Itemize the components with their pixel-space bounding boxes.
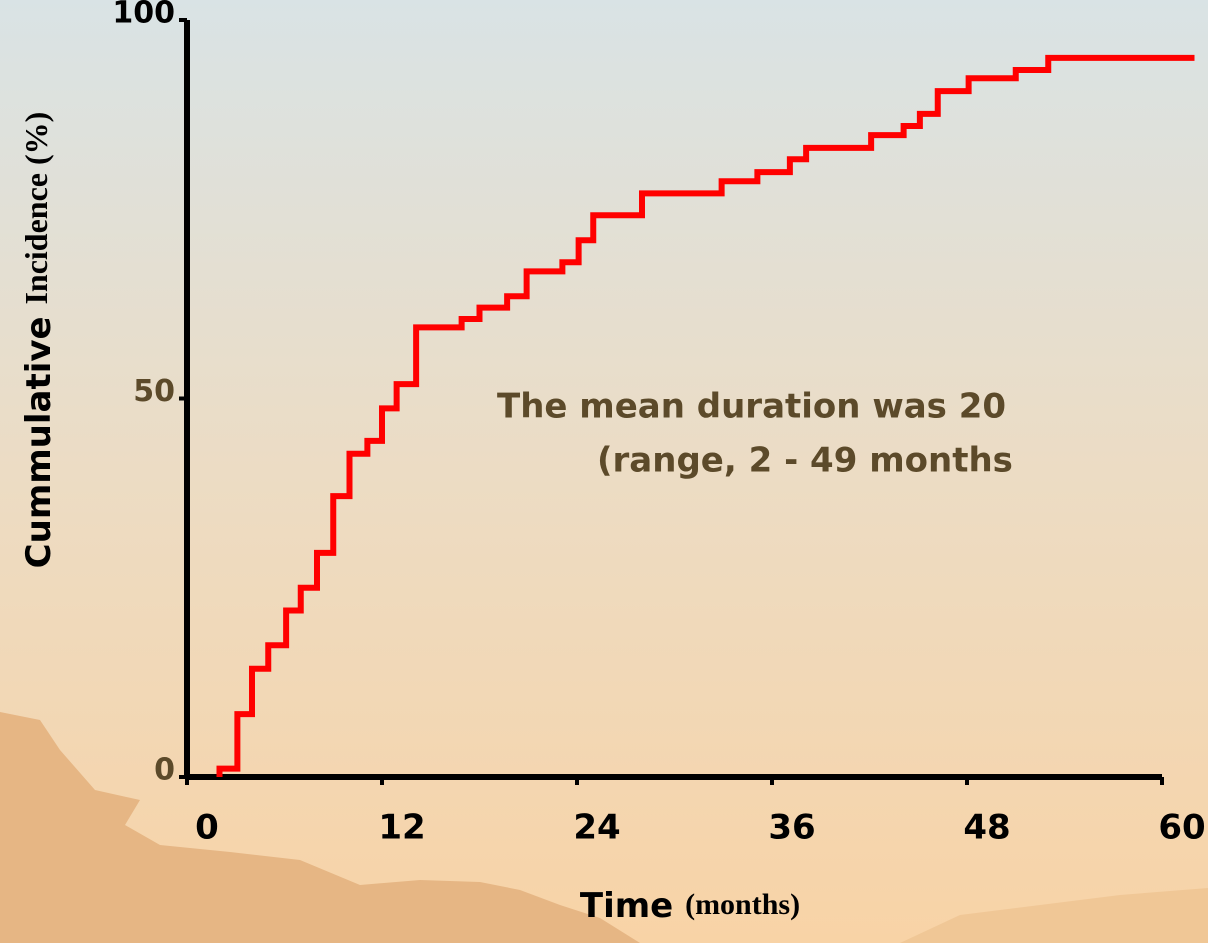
x-label-unit: (months) (685, 888, 800, 921)
x-tick-label: 60 (1158, 808, 1205, 848)
y-axis-label: Cummulative Incidence (%) (18, 112, 58, 569)
annotation: (range, 2 - 49 months (597, 441, 1013, 481)
step-line (216, 54, 1195, 777)
y-tick-label: 100 (112, 0, 175, 31)
x-axis-label: Time (months) (580, 886, 800, 926)
x-tick-label: 0 (195, 808, 219, 848)
x-tick-label: 12 (378, 808, 425, 848)
y-tick-label: 0 (154, 753, 175, 788)
y-label-main: Cummulative (19, 316, 59, 568)
x-tick-label: 36 (768, 808, 815, 848)
y-tick-label: 50 (133, 374, 175, 409)
x-tick-label: 48 (963, 808, 1010, 848)
hill (900, 888, 1208, 943)
x-label-main: Time (580, 886, 673, 926)
hill (0, 712, 640, 943)
x-tick-label: 24 (573, 808, 620, 848)
annotation: The mean duration was 20 (497, 387, 1006, 427)
y-label-unit: Incidence (%) (18, 112, 54, 305)
